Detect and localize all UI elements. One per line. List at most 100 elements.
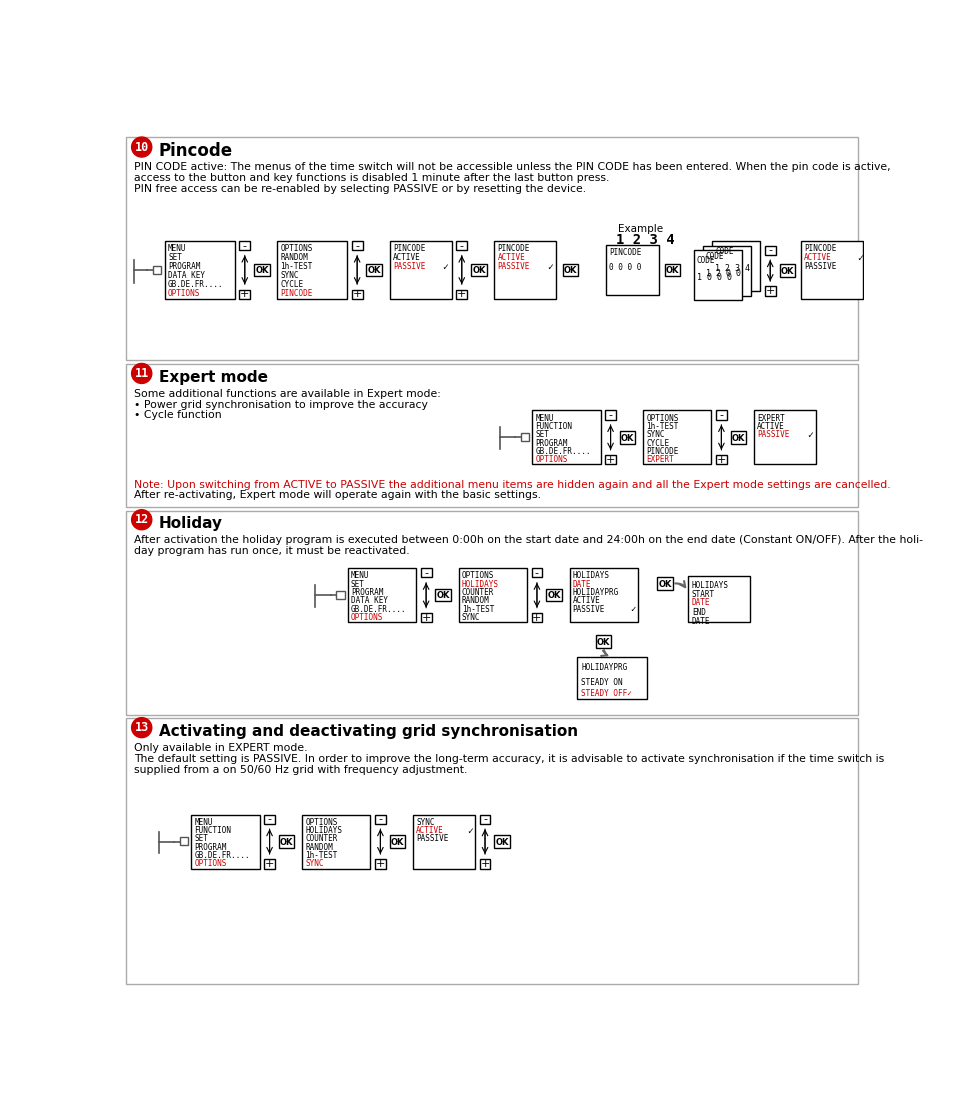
Bar	[471, 264, 487, 276]
Text: OK: OK	[564, 266, 577, 275]
Text: HOLIDAYPRG: HOLIDAYPRG	[581, 663, 628, 672]
Bar	[569, 568, 637, 622]
Text: OPTIONS: OPTIONS	[351, 613, 383, 622]
Text: STEADY OFF✓: STEADY OFF✓	[581, 689, 632, 698]
Bar	[375, 859, 386, 868]
Text: Note: Upon switching from ACTIVE to PASSIVE the additional menu items are hidden: Note: Upon switching from ACTIVE to PASS…	[134, 480, 891, 490]
Text: 1h-TEST: 1h-TEST	[462, 605, 494, 614]
Bar	[494, 836, 510, 848]
Circle shape	[132, 509, 152, 529]
Text: +: +	[457, 289, 467, 299]
Bar	[413, 815, 475, 868]
Text: OK: OK	[437, 592, 450, 601]
Bar	[480, 815, 491, 824]
Bar	[375, 815, 386, 824]
Bar	[165, 241, 234, 299]
Text: +: +	[765, 286, 775, 296]
Text: -: -	[378, 815, 382, 825]
Text: PASSIVE: PASSIVE	[572, 605, 605, 614]
Text: OPTIONS: OPTIONS	[280, 244, 313, 253]
Text: CODE: CODE	[697, 256, 715, 265]
Bar	[546, 589, 562, 602]
Bar	[351, 241, 363, 250]
Text: ACTIVE: ACTIVE	[757, 422, 785, 431]
Text: +: +	[375, 859, 385, 869]
Text: GB.DE.FR....: GB.DE.FR....	[351, 605, 406, 614]
Text: PIN free access can be re-enabled by selecting PASSIVE or by resetting the devic: PIN free access can be re-enabled by sel…	[134, 184, 586, 194]
Text: Only available in EXPERT mode.: Only available in EXPERT mode.	[134, 743, 307, 753]
Text: 1 2 3 4: 1 2 3 4	[715, 264, 750, 273]
Text: OPTIONS: OPTIONS	[194, 859, 227, 868]
Bar	[277, 241, 348, 299]
Text: supplied from a on 50/60 Hz grid with frequency adjustment.: supplied from a on 50/60 Hz grid with fr…	[134, 765, 468, 775]
Bar	[716, 411, 727, 420]
Text: OK: OK	[621, 434, 635, 443]
Text: access to the button and key functions is disabled 1 minute after the last butto: access to the button and key functions i…	[134, 173, 610, 183]
Text: SET: SET	[536, 431, 549, 440]
Text: PINCODE: PINCODE	[280, 290, 313, 299]
Text: 1h-TEST: 1h-TEST	[646, 422, 679, 431]
Bar	[420, 613, 432, 622]
Text: SYNC: SYNC	[646, 431, 664, 440]
Bar	[606, 245, 659, 295]
Text: SYNC: SYNC	[416, 818, 435, 827]
Text: ✓: ✓	[468, 826, 473, 836]
Text: PINCODE: PINCODE	[609, 248, 641, 256]
Text: -: -	[535, 568, 539, 578]
Text: OK: OK	[495, 838, 509, 847]
Text: RANDOM: RANDOM	[305, 842, 333, 851]
Text: 13: 13	[134, 722, 149, 734]
Bar	[264, 859, 275, 868]
Bar	[716, 455, 727, 464]
Text: OK: OK	[391, 838, 404, 847]
Text: ACTIVE: ACTIVE	[497, 253, 525, 262]
Text: MENU: MENU	[351, 572, 370, 581]
Bar	[456, 290, 468, 299]
Text: HOLIDAYS: HOLIDAYS	[462, 579, 499, 588]
Bar	[712, 241, 760, 291]
Text: COUNTER: COUNTER	[462, 588, 494, 597]
Text: ACTIVE: ACTIVE	[393, 253, 420, 262]
Bar	[302, 815, 371, 868]
Bar	[765, 286, 776, 295]
Text: -: -	[483, 815, 487, 825]
Bar	[456, 241, 468, 250]
Bar	[657, 577, 673, 589]
Bar	[126, 511, 858, 715]
Text: PASSIVE: PASSIVE	[416, 835, 448, 844]
Bar	[765, 245, 776, 255]
Text: +: +	[352, 289, 362, 299]
Text: +: +	[480, 859, 490, 869]
Text: PINCODE: PINCODE	[497, 244, 530, 253]
Text: SET: SET	[194, 835, 208, 844]
Text: RANDOM: RANDOM	[280, 253, 308, 262]
Text: +: +	[265, 859, 275, 869]
Text: COUNTER: COUNTER	[305, 835, 338, 844]
Text: • Power grid synchronisation to improve the accuracy: • Power grid synchronisation to improve …	[134, 400, 428, 410]
Text: ACTIVE: ACTIVE	[572, 596, 600, 605]
Bar	[754, 411, 816, 464]
Text: OK: OK	[368, 266, 381, 275]
Text: OK: OK	[472, 266, 486, 275]
Bar	[532, 568, 542, 577]
Text: SYNC: SYNC	[462, 613, 480, 622]
Text: 1 2 3 4: 1 2 3 4	[616, 233, 675, 248]
Text: OK: OK	[255, 266, 269, 275]
Text: Pincode: Pincode	[158, 142, 233, 160]
Bar	[520, 433, 529, 441]
Text: CODE: CODE	[706, 252, 725, 261]
Text: day program has run once, it must be reactivated.: day program has run once, it must be rea…	[134, 546, 410, 556]
Bar	[459, 568, 527, 622]
Text: OPTIONS: OPTIONS	[646, 414, 679, 423]
Text: MENU: MENU	[536, 414, 554, 423]
Text: SYNC: SYNC	[280, 271, 299, 281]
Text: -: -	[609, 410, 612, 420]
Text: After re-activating, Expert mode will operate again with the basic settings.: After re-activating, Expert mode will op…	[134, 491, 540, 501]
Text: END: END	[692, 608, 706, 617]
Text: OK: OK	[732, 434, 745, 443]
Text: +: +	[421, 613, 431, 623]
Text: Example: Example	[617, 224, 662, 234]
Text: PROGRAM: PROGRAM	[168, 262, 201, 271]
Text: EXPERT: EXPERT	[646, 455, 674, 464]
Text: DATE: DATE	[692, 617, 710, 626]
